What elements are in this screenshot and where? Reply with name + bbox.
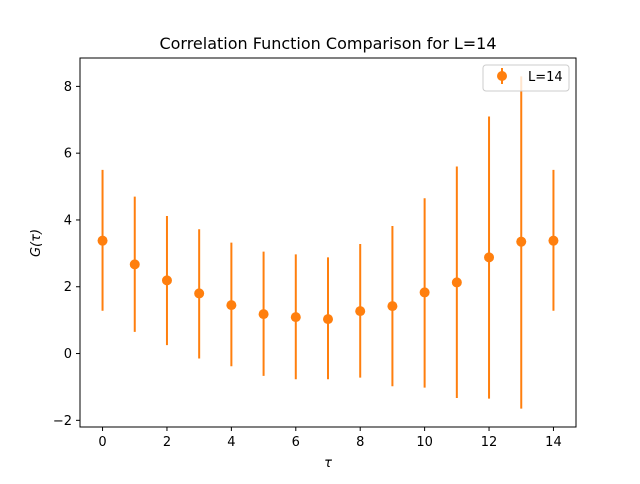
y-tick-label: 8 bbox=[64, 80, 72, 95]
x-tick-label: 14 bbox=[545, 435, 562, 450]
legend-label: L=14 bbox=[528, 70, 563, 85]
x-tick-label: 0 bbox=[98, 435, 106, 450]
plot-frame bbox=[79, 57, 577, 428]
legend-box bbox=[482, 64, 570, 92]
legend-marker bbox=[497, 71, 507, 81]
data-point bbox=[226, 300, 237, 311]
data-point bbox=[451, 277, 462, 288]
data-point bbox=[548, 235, 559, 246]
x-tick-label: 6 bbox=[292, 435, 300, 450]
x-tick-label: 10 bbox=[416, 435, 433, 450]
y-tick-label: 0 bbox=[64, 347, 72, 362]
chart-title: Correlation Function Comparison for L=14 bbox=[159, 34, 496, 53]
y-tick-label: 2 bbox=[64, 280, 72, 295]
x-tick-label: 8 bbox=[356, 435, 364, 450]
y-tick-label: −2 bbox=[53, 414, 72, 429]
y-axis-ticks: −2 0 2 4 6 8 bbox=[53, 80, 80, 429]
data-point bbox=[516, 236, 527, 247]
data-point bbox=[387, 301, 398, 312]
y-axis-label: G(τ) bbox=[29, 229, 44, 257]
data-point bbox=[161, 275, 172, 286]
data-point bbox=[97, 235, 108, 246]
x-tick-label: 12 bbox=[481, 435, 498, 450]
data-point bbox=[419, 287, 430, 298]
x-axis-label: τ bbox=[324, 456, 332, 471]
y-tick-label: 4 bbox=[64, 213, 72, 228]
x-tick-label: 4 bbox=[227, 435, 235, 450]
data-point bbox=[323, 314, 333, 325]
data-point bbox=[484, 252, 495, 263]
x-tick-label: 2 bbox=[163, 435, 171, 450]
data-points bbox=[97, 235, 559, 325]
data-point bbox=[129, 259, 140, 270]
legend: L=14 bbox=[482, 64, 570, 92]
error-bars bbox=[101, 76, 555, 409]
x-axis-ticks: 0 2 4 6 8 10 12 14 bbox=[98, 427, 562, 450]
data-point bbox=[258, 309, 269, 320]
data-point bbox=[355, 306, 366, 317]
data-point bbox=[194, 288, 205, 299]
y-tick-label: 6 bbox=[64, 147, 72, 162]
data-point bbox=[290, 312, 301, 323]
